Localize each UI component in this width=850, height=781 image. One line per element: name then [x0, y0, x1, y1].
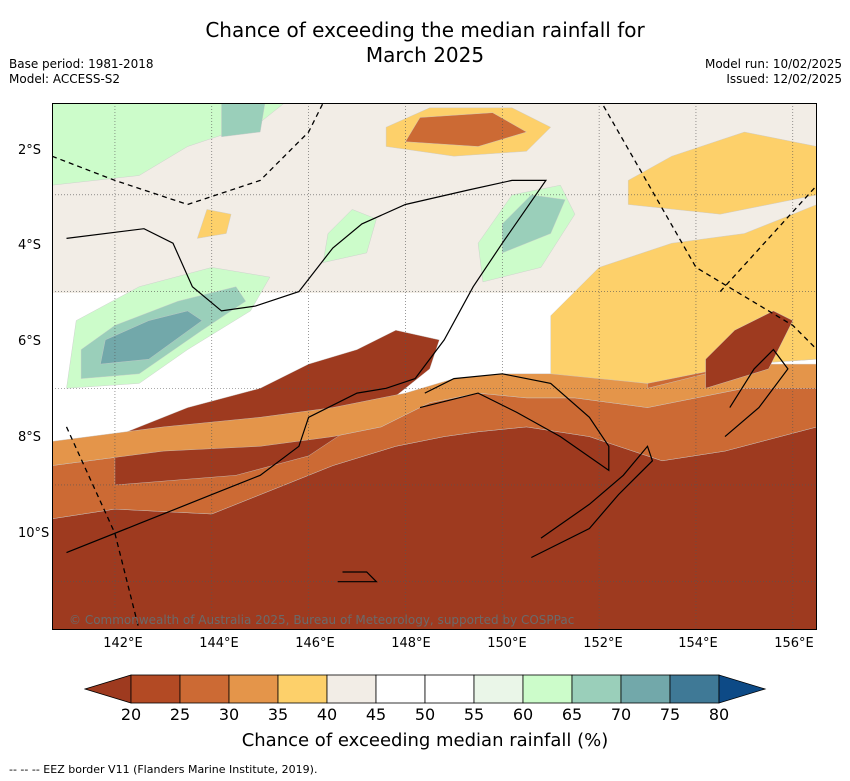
cb-tick-35: 35	[267, 705, 289, 724]
x-tick-142e: 142°E	[103, 636, 143, 651]
x-tick-152e: 152°E	[583, 636, 623, 651]
y-tick-6s: 6°S	[18, 334, 42, 349]
region-mid-green	[322, 209, 377, 263]
region-light-orange-band	[52, 363, 817, 466]
region-west-deep	[100, 310, 203, 365]
base-period: Base period: 1981-2018	[9, 57, 154, 71]
y-tick-2s: 2°S	[18, 143, 42, 158]
coastline-new-britain	[419, 373, 610, 472]
coastline-png-mainland	[66, 179, 548, 554]
colorbar-swatch	[179, 674, 230, 704]
eez-borders	[52, 103, 817, 630]
region-yellow-patch-w	[197, 209, 232, 239]
cb-tick-45: 45	[365, 705, 387, 724]
cb-tick-60: 60	[512, 705, 534, 724]
title-line-1: Chance of exceeding the median rainfall …	[205, 18, 645, 42]
title-line-2: March 2025	[365, 43, 485, 67]
cb-tick-30: 30	[218, 705, 240, 724]
model-run: Model run: 10/02/2025	[704, 57, 842, 71]
coastlines	[66, 179, 789, 583]
region-sw-teal	[221, 103, 266, 138]
map-frame	[52, 103, 817, 630]
colorbar-over-arrow	[718, 674, 767, 704]
coastline-bougainville	[724, 348, 789, 438]
colorbar-swatch	[522, 674, 573, 704]
model-name: Model: ACCESS-S2	[9, 72, 121, 86]
colorbar-swatch	[130, 674, 181, 704]
y-tick-4s: 4°S	[18, 238, 42, 253]
eez-se	[719, 184, 817, 293]
region-se-teal	[502, 194, 566, 254]
map-title: Chance of exceeding the median rainfall …	[0, 18, 850, 68]
y-tick-8s: 8°S	[18, 430, 42, 445]
colorbar-label: Chance of exceeding median rainfall (%)	[241, 730, 609, 751]
colorbar-under-arrow	[84, 674, 132, 704]
x-tick-156e: 156°E	[774, 636, 814, 651]
rainfall-regions	[52, 103, 817, 630]
colorbar-swatch	[326, 674, 377, 704]
cb-tick-20: 20	[120, 705, 142, 724]
graticule	[52, 103, 817, 630]
cb-tick-25: 25	[169, 705, 191, 724]
eez-east	[601, 103, 817, 351]
region-south-yellow	[628, 131, 817, 215]
colorbar-swatch	[571, 674, 622, 704]
copyright-notice: © Commonwealth of Australia 2025, Bureau…	[69, 613, 575, 627]
meta-left: Base period: 1981-2018 Model: ACCESS-S2	[9, 57, 154, 87]
colorbar-swatch	[375, 674, 426, 704]
eez-south	[52, 103, 324, 206]
issued-date: Issued: 12/02/2025	[726, 72, 842, 86]
rainfall-map	[52, 103, 817, 630]
colorbar	[84, 674, 767, 704]
cb-tick-55: 55	[463, 705, 485, 724]
x-tick-154e: 154°E	[678, 636, 718, 651]
y-tick-10s: 10°S	[18, 526, 50, 541]
colorbar-swatch	[669, 674, 720, 704]
colorbar-swatch	[473, 674, 524, 704]
colorbar-swatch	[277, 674, 328, 704]
x-tick-150e: 150°E	[487, 636, 527, 651]
x-tick-148e: 148°E	[391, 636, 431, 651]
meta-right: Model run: 10/02/2025 Issued: 12/02/2025	[705, 57, 842, 87]
colorbar-swatch	[424, 674, 475, 704]
cb-tick-65: 65	[561, 705, 583, 724]
eez-footnote: -- -- -- EEZ border V11 (Flanders Marine…	[9, 763, 318, 776]
coastline-manus	[337, 571, 378, 583]
colorbar-swatch	[228, 674, 279, 704]
cb-tick-40: 40	[316, 705, 338, 724]
region-east-dark	[705, 310, 794, 389]
x-tick-144e: 144°E	[199, 636, 239, 651]
cb-tick-80: 80	[708, 705, 730, 724]
cb-tick-70: 70	[610, 705, 632, 724]
cb-tick-75: 75	[659, 705, 681, 724]
cb-tick-50: 50	[414, 705, 436, 724]
coastline-new-ireland	[531, 445, 654, 559]
eez-north	[65, 426, 140, 630]
region-south-orange-core	[405, 112, 528, 147]
x-tick-146e: 146°E	[295, 636, 335, 651]
colorbar-swatch	[620, 674, 671, 704]
